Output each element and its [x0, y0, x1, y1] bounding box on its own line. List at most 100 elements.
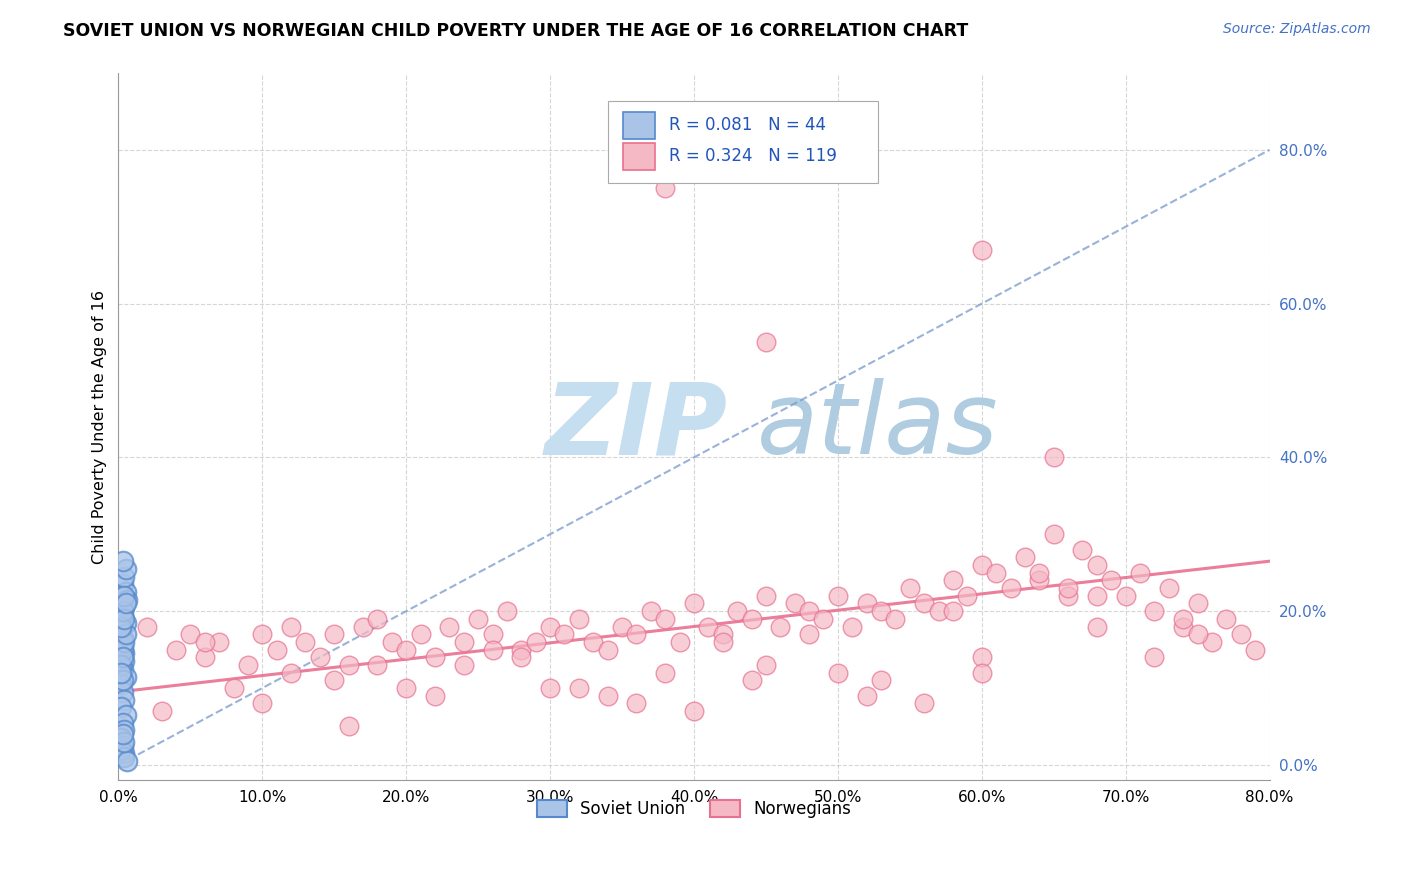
Point: [423, 689, 446, 703]
Point: [568, 681, 591, 695]
Point: [870, 673, 893, 688]
Y-axis label: Child Poverty Under the Age of 16: Child Poverty Under the Age of 16: [93, 290, 107, 564]
FancyBboxPatch shape: [623, 143, 655, 169]
Text: ZIP: ZIP: [544, 378, 727, 475]
Point: [352, 619, 374, 633]
Point: [111, 739, 134, 753]
Point: [1229, 627, 1251, 641]
Point: [110, 657, 132, 672]
Point: [654, 181, 676, 195]
Point: [654, 665, 676, 680]
Point: [496, 604, 519, 618]
Point: [481, 627, 503, 641]
Point: [797, 627, 820, 641]
Point: [640, 604, 662, 618]
Point: [755, 589, 778, 603]
Point: [741, 673, 763, 688]
Point: [755, 657, 778, 672]
Point: [1187, 597, 1209, 611]
Point: [956, 589, 979, 603]
Text: SOVIET UNION VS NORWEGIAN CHILD POVERTY UNDER THE AGE OF 16 CORRELATION CHART: SOVIET UNION VS NORWEGIAN CHILD POVERTY …: [63, 22, 969, 40]
Point: [114, 669, 136, 683]
Point: [1042, 527, 1064, 541]
Point: [112, 635, 135, 649]
Point: [115, 754, 138, 768]
Point: [112, 747, 135, 761]
Point: [110, 665, 132, 680]
Point: [1187, 627, 1209, 641]
Point: [252, 697, 274, 711]
Point: [222, 681, 245, 695]
Legend: Soviet Union, Norwegians: Soviet Union, Norwegians: [530, 794, 858, 825]
Text: R = 0.324   N = 119: R = 0.324 N = 119: [669, 147, 837, 165]
Point: [409, 627, 432, 641]
Point: [112, 692, 135, 706]
Point: [252, 627, 274, 641]
Point: [970, 243, 993, 257]
Point: [112, 723, 135, 738]
Point: [1028, 566, 1050, 580]
Point: [755, 334, 778, 349]
Point: [111, 642, 134, 657]
Point: [453, 635, 475, 649]
Point: [1014, 550, 1036, 565]
Point: [114, 615, 136, 630]
Point: [827, 589, 849, 603]
Point: [236, 657, 259, 672]
Point: [110, 624, 132, 638]
Point: [610, 619, 633, 633]
Point: [112, 750, 135, 764]
Point: [626, 627, 648, 641]
Point: [111, 607, 134, 622]
Point: [114, 708, 136, 723]
Point: [1042, 450, 1064, 465]
Point: [538, 619, 561, 633]
Point: [582, 635, 605, 649]
Text: R = 0.081   N = 44: R = 0.081 N = 44: [669, 116, 825, 135]
Point: [280, 665, 302, 680]
Point: [112, 600, 135, 615]
Point: [813, 612, 835, 626]
Point: [423, 650, 446, 665]
Point: [110, 700, 132, 714]
Point: [1201, 635, 1223, 649]
Point: [741, 612, 763, 626]
Point: [683, 704, 706, 718]
Point: [266, 642, 288, 657]
Point: [683, 597, 706, 611]
Point: [970, 650, 993, 665]
Point: [769, 619, 792, 633]
Point: [337, 657, 360, 672]
Point: [1143, 604, 1166, 618]
Point: [111, 639, 134, 653]
Point: [1057, 589, 1080, 603]
Point: [884, 612, 907, 626]
Point: [568, 612, 591, 626]
Point: [1099, 574, 1122, 588]
Point: [194, 635, 217, 649]
Point: [467, 612, 489, 626]
Point: [841, 619, 863, 633]
Point: [366, 612, 388, 626]
Point: [112, 735, 135, 749]
Point: [538, 681, 561, 695]
Point: [797, 604, 820, 618]
Point: [112, 647, 135, 661]
Point: [1085, 589, 1108, 603]
FancyBboxPatch shape: [607, 102, 879, 183]
Point: [111, 715, 134, 730]
Point: [654, 612, 676, 626]
Point: [112, 612, 135, 626]
Point: [898, 581, 921, 595]
Point: [1244, 642, 1267, 657]
Point: [111, 662, 134, 676]
Point: [114, 597, 136, 611]
Point: [114, 562, 136, 576]
Point: [112, 569, 135, 583]
Point: [912, 697, 935, 711]
Point: [596, 689, 619, 703]
Point: [510, 642, 533, 657]
Point: [1085, 619, 1108, 633]
Point: [111, 554, 134, 568]
Point: [1071, 542, 1094, 557]
